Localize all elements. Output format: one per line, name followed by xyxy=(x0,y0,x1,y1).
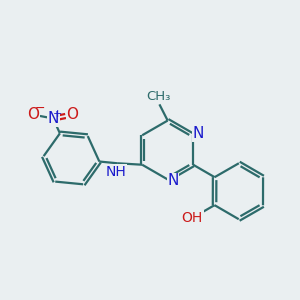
Text: OH: OH xyxy=(182,211,203,225)
Text: N: N xyxy=(193,126,204,141)
Text: O: O xyxy=(66,107,78,122)
Text: +: + xyxy=(53,109,63,119)
Text: N: N xyxy=(47,111,59,126)
Text: NH: NH xyxy=(105,165,126,179)
Text: CH₃: CH₃ xyxy=(146,90,170,103)
Text: N: N xyxy=(167,173,179,188)
Text: −: − xyxy=(34,102,45,115)
Text: O: O xyxy=(27,107,39,122)
